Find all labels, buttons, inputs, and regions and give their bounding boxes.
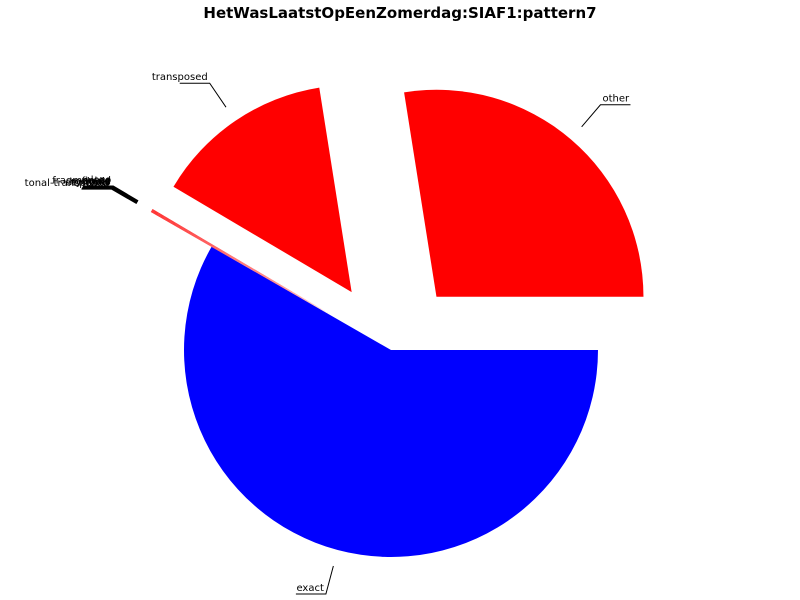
label-leader-other [581, 104, 631, 128]
pie-slice-other [404, 89, 644, 297]
pie-labels: exact other transposed locofragmentedfigure… [25, 72, 631, 595]
pie-slice-melodic [151, 210, 331, 315]
pie-label-fragmented: fragmented [52, 175, 111, 186]
pie-slice-tonal [151, 210, 331, 315]
pie-label-melodic: melodic [71, 176, 110, 187]
pie-label-tonal-transposed: tonal-transposed [25, 178, 110, 189]
label-leader-transposed [179, 82, 227, 108]
pie-slice-contour [151, 211, 331, 315]
pie-label-transposed: transposed [152, 72, 208, 83]
chart-title: HetWasLaatstOpEenZomerdag:SIAF1:pattern7 [203, 4, 596, 22]
pie-slice-loco [152, 209, 331, 315]
pie-slice-rhythmic [151, 210, 331, 315]
label-leader-tonal-transposed [81, 188, 137, 204]
pie-slices [150, 87, 644, 558]
pie-slice-figure [151, 209, 331, 315]
pie-label-tonal: tonal [85, 177, 110, 188]
pie-slice-transposed [173, 87, 352, 293]
pie-label-loco: loco [91, 175, 112, 186]
pie-label-figure: figure [82, 176, 111, 187]
label-leader-exact [295, 565, 334, 595]
pie-slice-fragmented [152, 209, 331, 315]
pie-label-exact: exact [296, 583, 324, 594]
pie-label-rhythmic: rhythmic [65, 177, 109, 188]
pie-label-contour: contour [71, 178, 110, 189]
pie-label-other: other [602, 94, 630, 105]
pie-slice-tonal-transposed [150, 211, 331, 316]
pie-slice-exact [184, 246, 598, 558]
